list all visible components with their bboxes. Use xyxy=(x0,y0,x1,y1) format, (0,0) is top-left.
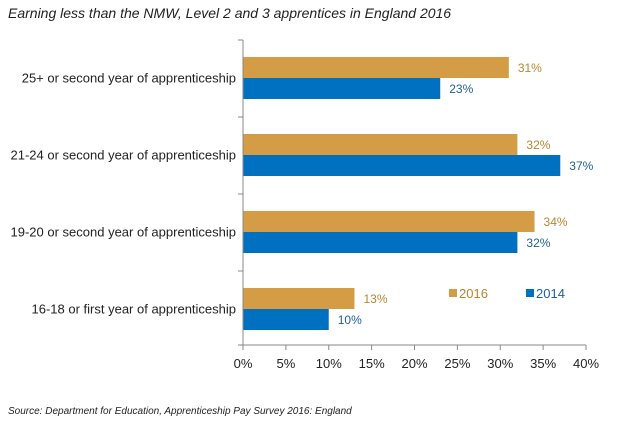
bar-2016-2 xyxy=(243,134,518,155)
data-label-2014-1: 23% xyxy=(449,82,473,96)
category-label-1: 25+ or second year of apprenticeship xyxy=(22,71,236,86)
plot-area: 31% 23% 25+ or second year of apprenticesh… xyxy=(11,39,599,371)
bar-2014-4 xyxy=(243,309,329,330)
data-label-2016-1: 31% xyxy=(518,61,542,75)
legend-label-2016: 2016 xyxy=(459,286,488,301)
x-tick-label-4: 15% xyxy=(359,356,385,371)
x-tick-label-3: 10% xyxy=(316,356,342,371)
chart-title: Earning less than the NMW, Level 2 and 3… xyxy=(8,5,451,21)
x-tick-label-1: 0% xyxy=(234,356,253,371)
data-label-2016-2: 32% xyxy=(526,138,550,152)
x-tick-label-9: 40% xyxy=(573,356,599,371)
data-label-2014-3: 32% xyxy=(526,236,550,250)
bar-2014-3 xyxy=(243,232,518,253)
category-label-2: 21-24 or second year of apprenticeship xyxy=(11,148,236,163)
bar-2016-4 xyxy=(243,288,355,309)
legend-label-2014: 2014 xyxy=(536,286,565,301)
data-label-2016-3: 34% xyxy=(544,215,568,229)
bar-2014-2 xyxy=(243,155,561,176)
x-tick-label-7: 30% xyxy=(487,356,513,371)
chart-source: Source: Department for Education, Appren… xyxy=(8,406,352,417)
x-tick-label-5: 20% xyxy=(401,356,427,371)
data-label-2016-4: 13% xyxy=(363,292,387,306)
x-tick-label-8: 35% xyxy=(530,356,556,371)
bar-2016-3 xyxy=(243,211,535,232)
bar-2016-1 xyxy=(243,57,509,78)
x-tick-label-2: 5% xyxy=(276,356,295,371)
data-label-2014-2: 37% xyxy=(569,159,593,173)
data-label-2014-4: 10% xyxy=(338,313,362,327)
category-label-4: 16-18 or first year of apprenticeship xyxy=(32,302,237,317)
x-tick-label-6: 25% xyxy=(444,356,470,371)
legend-swatch-2016 xyxy=(449,289,457,297)
category-label-3: 19-20 or second year of apprenticeship xyxy=(11,225,236,240)
bar-2014-1 xyxy=(243,78,441,99)
legend-swatch-2014 xyxy=(526,289,534,297)
